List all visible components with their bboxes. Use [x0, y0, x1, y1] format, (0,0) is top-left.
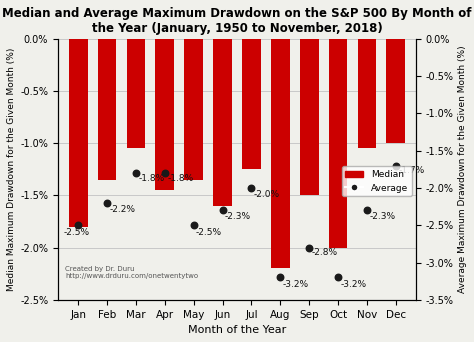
Text: -2.5%: -2.5% [63, 228, 89, 237]
Point [132, 170, 140, 176]
Text: -2.2%: -2.2% [109, 205, 136, 214]
Bar [357, 39, 376, 148]
Bar [328, 39, 347, 248]
Point [392, 163, 400, 168]
X-axis label: Month of the Year: Month of the Year [188, 325, 286, 335]
Text: Created by Dr. Duru
http://www.drduru.com/onetwentytwo: Created by Dr. Duru http://www.drduru.co… [65, 266, 198, 279]
Point [219, 208, 227, 213]
Text: -2.3%: -2.3% [369, 212, 395, 221]
Text: -1.7%: -1.7% [398, 166, 424, 175]
Bar [69, 39, 88, 227]
Bar [155, 39, 174, 190]
Text: -3.2%: -3.2% [283, 280, 309, 289]
Bar [271, 39, 290, 268]
Text: -2.5%: -2.5% [196, 228, 222, 237]
Text: -1.8%: -1.8% [138, 173, 164, 183]
Point [103, 200, 111, 206]
Bar [386, 39, 405, 143]
Legend: Median, Average: Median, Average [342, 167, 411, 196]
Bar [300, 39, 319, 195]
Text: -3.2%: -3.2% [340, 280, 366, 289]
Text: -2.3%: -2.3% [225, 212, 251, 221]
Point [334, 275, 342, 280]
Point [247, 185, 255, 191]
Text: -2.8%: -2.8% [311, 248, 337, 257]
Point [161, 170, 169, 176]
Point [305, 245, 313, 250]
Point [74, 223, 82, 228]
Point [363, 208, 371, 213]
Bar [213, 39, 232, 206]
Y-axis label: Median Maximum Drawdown for the Given Month (%): Median Maximum Drawdown for the Given Mo… [7, 48, 16, 291]
Point [276, 275, 284, 280]
Point [190, 223, 198, 228]
Bar [127, 39, 146, 148]
Bar [242, 39, 261, 169]
Text: -2.0%: -2.0% [254, 190, 280, 199]
Bar [184, 39, 203, 180]
Title: Median and Average Maximum Drawdown on the S&P 500 By Month of
the Year (January: Median and Average Maximum Drawdown on t… [2, 7, 472, 35]
Bar [98, 39, 117, 180]
Y-axis label: Average Maximum Drawdown for the Given Month (%): Average Maximum Drawdown for the Given M… [458, 45, 467, 293]
Text: -1.8%: -1.8% [167, 173, 193, 183]
